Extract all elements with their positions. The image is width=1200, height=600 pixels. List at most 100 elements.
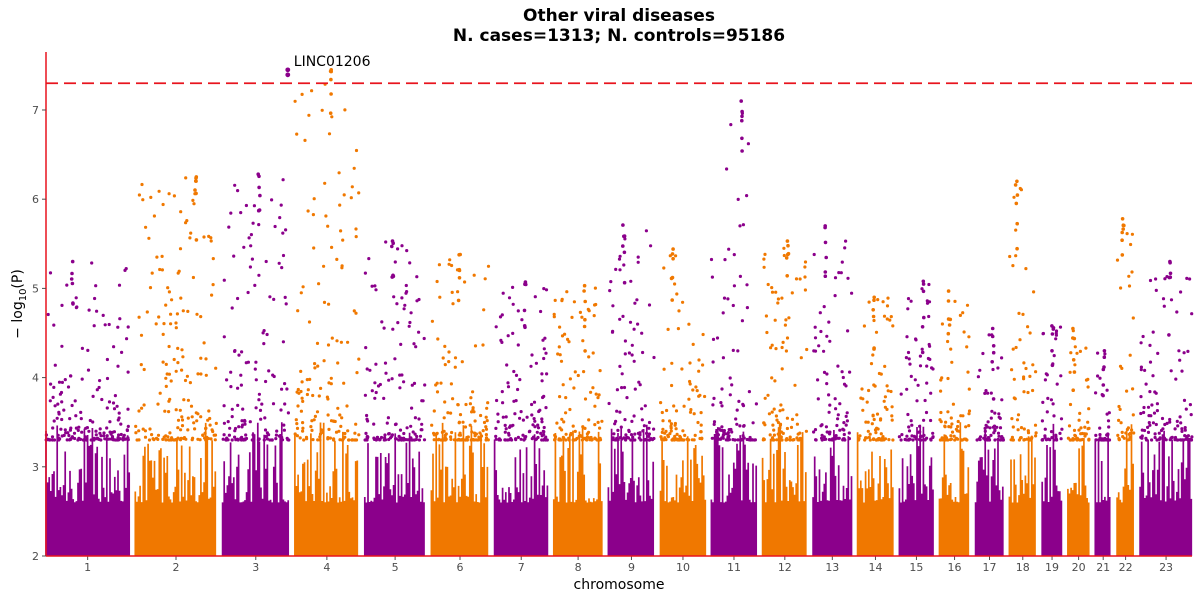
snp-point	[880, 438, 884, 442]
snp-point	[583, 426, 587, 430]
snp-point	[633, 387, 637, 391]
snp-point	[924, 410, 929, 415]
snp-point	[868, 438, 872, 442]
snp-point	[664, 438, 668, 442]
snp-point	[1026, 429, 1030, 433]
snp-point	[727, 434, 731, 438]
snp-point	[119, 432, 123, 437]
snp-point	[559, 438, 563, 442]
snp-point	[342, 193, 346, 197]
snp-point	[776, 420, 781, 425]
snp-point	[869, 362, 874, 366]
snp-point	[745, 437, 749, 442]
snp-point	[587, 309, 591, 313]
snp-point	[47, 438, 51, 442]
snp-point	[172, 194, 176, 198]
snp-point	[620, 386, 624, 390]
snp-point	[383, 433, 387, 437]
snp-point	[322, 359, 326, 363]
snp-point	[196, 372, 200, 376]
snp-point	[644, 229, 649, 233]
snp-point	[683, 433, 687, 437]
snp-point	[1052, 414, 1056, 418]
snp-point	[998, 426, 1003, 430]
snp-point	[257, 223, 261, 227]
snp-point	[1069, 351, 1073, 355]
snp-point	[440, 438, 444, 442]
snp-point	[479, 434, 484, 438]
snp-point	[669, 429, 673, 433]
peak-point	[390, 244, 394, 249]
snp-point	[275, 429, 279, 433]
snp-point	[843, 246, 847, 250]
snp-point	[503, 430, 507, 434]
snp-point	[564, 411, 568, 415]
snp-point	[222, 278, 226, 282]
snp-point	[303, 138, 307, 142]
snp-point	[184, 176, 188, 180]
snp-point	[1014, 228, 1018, 232]
snp-point	[967, 335, 971, 339]
snp-point	[283, 382, 287, 386]
snp-point	[139, 333, 144, 337]
snp-point	[925, 436, 929, 440]
snp-point	[580, 438, 585, 442]
snp-point	[804, 429, 809, 433]
snp-point	[692, 412, 696, 416]
snp-point	[169, 312, 173, 316]
snp-point	[496, 420, 500, 424]
snp-point	[239, 373, 243, 377]
snp-point	[774, 414, 779, 418]
snp-point	[1059, 417, 1064, 421]
snp-point	[920, 287, 924, 291]
snp-point	[697, 358, 701, 362]
snp-point	[408, 261, 412, 265]
snp-point	[798, 431, 802, 435]
snp-point	[591, 386, 595, 390]
snp-point	[274, 437, 278, 441]
snp-point	[357, 191, 361, 195]
snp-point	[533, 419, 537, 423]
snp-point	[630, 343, 634, 347]
snp-point	[363, 271, 367, 275]
snp-point	[497, 437, 501, 441]
snp-point	[618, 410, 622, 414]
snp-point	[228, 426, 232, 430]
snp-point	[451, 397, 455, 401]
snp-point	[536, 423, 540, 427]
snp-point	[94, 429, 98, 433]
snp-point	[920, 347, 924, 351]
snp-point	[335, 257, 339, 261]
snp-point	[75, 305, 79, 309]
snp-point	[1043, 427, 1047, 431]
snp-point	[1098, 376, 1102, 380]
snp-point	[248, 420, 252, 424]
snp-point	[687, 322, 691, 326]
snp-point	[281, 231, 285, 235]
snp-point	[516, 309, 520, 313]
snp-point	[623, 352, 627, 356]
y-label-prefix: − log	[10, 301, 26, 339]
snp-point	[236, 438, 240, 442]
snp-point	[1149, 414, 1153, 418]
snp-point	[236, 386, 240, 390]
peak-point	[785, 239, 790, 243]
snp-point	[148, 427, 152, 431]
peak-point	[990, 326, 995, 331]
snp-point	[186, 428, 190, 432]
snp-point	[623, 418, 627, 422]
snp-point	[1087, 407, 1091, 411]
snp-point	[1132, 431, 1136, 435]
snp-point	[374, 362, 378, 366]
snp-point	[518, 378, 522, 382]
x-tick-label: 6	[457, 561, 464, 574]
snp-point	[56, 402, 60, 406]
snp-point	[482, 420, 487, 425]
peak-point	[1102, 349, 1107, 353]
snp-point	[772, 407, 776, 411]
snp-point	[486, 401, 490, 405]
snp-point	[443, 363, 447, 367]
snp-point	[675, 432, 679, 436]
snp-point	[1034, 434, 1038, 438]
snp-point	[944, 420, 948, 424]
